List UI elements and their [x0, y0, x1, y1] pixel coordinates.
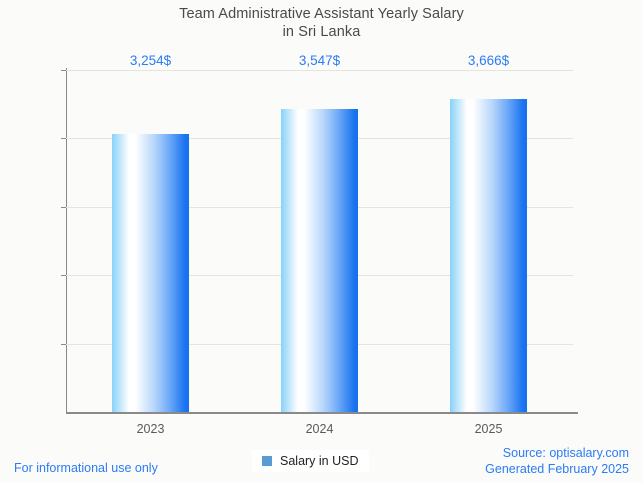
- source-text: Source: optisalary.com: [502, 446, 629, 460]
- bar-2024[interactable]: [281, 108, 358, 412]
- x-axis-tick-label-2023: 2023: [136, 422, 165, 436]
- chart-legend: Salary in USD: [252, 450, 369, 472]
- y-axis-line: [66, 68, 67, 413]
- chart-title-line-2: in Sri Lanka: [282, 24, 361, 40]
- x-axis-tick-label-2024: 2024: [305, 422, 334, 436]
- legend-item-label: Salary in USD: [280, 454, 359, 468]
- bar-value-label-2023: 3,254$: [129, 53, 172, 68]
- generated-text: Generated February 2025: [485, 462, 629, 476]
- y-axis-tick: [61, 343, 66, 345]
- square-swatch-icon: [262, 456, 272, 466]
- plot-area: 80016002400320040003,254$20233,547$20243…: [61, 53, 573, 436]
- chart-title: Team Administrative Assistant Yearly Sal…: [0, 5, 643, 41]
- chart-title-line-1: Team Administrative Assistant Yearly Sal…: [179, 6, 464, 22]
- y-axis-tick: [61, 70, 66, 71]
- bar-value-label-2024: 3,547$: [298, 53, 341, 68]
- disclaimer-text: For informational use only: [14, 461, 158, 475]
- y-axis-tick: [61, 138, 66, 140]
- x-axis-line: [66, 412, 578, 414]
- y-axis-tick: [61, 206, 66, 208]
- y-axis-tick: [61, 275, 66, 277]
- source-block: Source: optisalary.com Generated Februar…: [485, 445, 629, 477]
- bar-2023[interactable]: [112, 133, 189, 412]
- bar-2025[interactable]: [450, 98, 527, 412]
- bar-value-label-2025: 3,666$: [467, 53, 510, 68]
- gridline: [66, 70, 573, 71]
- x-axis-tick-label-2025: 2025: [474, 422, 503, 436]
